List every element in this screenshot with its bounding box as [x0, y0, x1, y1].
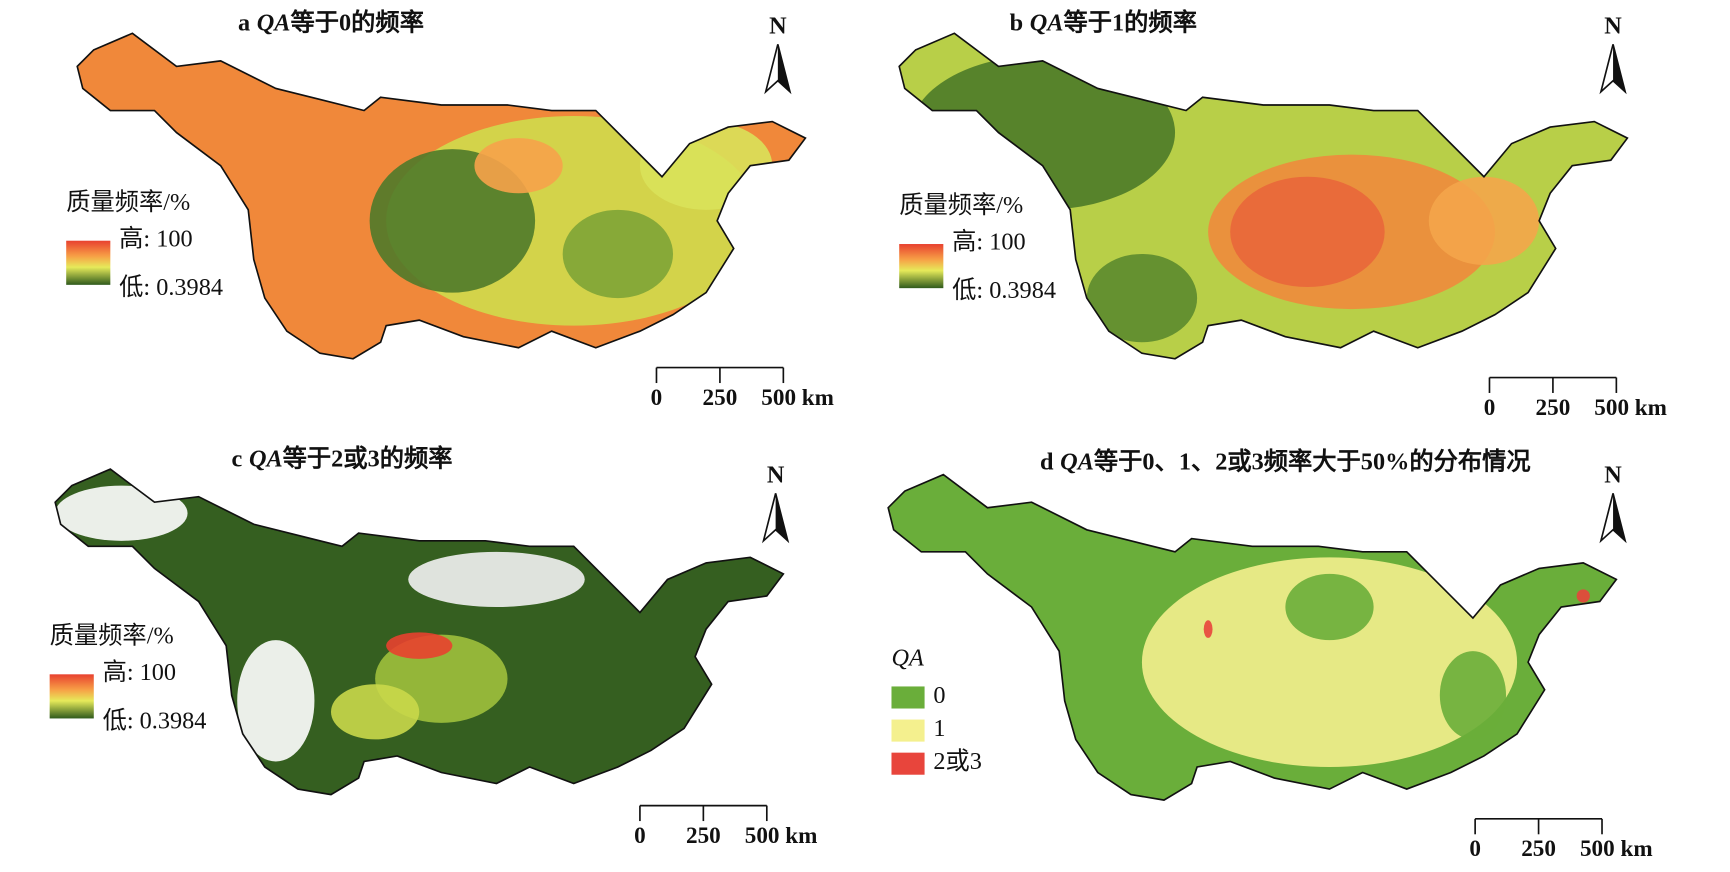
region [1576, 589, 1590, 603]
scale-label: 0 [634, 823, 646, 849]
legend-high: 高: 100 [119, 225, 192, 252]
scale-label: 250 [703, 385, 738, 411]
legend-title: 质量频率/% [50, 622, 174, 649]
map-panel [898, 32, 1629, 360]
legend-swatch [891, 719, 925, 742]
scale-label: 250 [1536, 395, 1571, 421]
title-text: 等于0、1、2或3频率大于50%的分布情况 [1094, 447, 1531, 475]
north-label: N [767, 461, 785, 488]
title-text: 等于0的频率 [291, 8, 424, 36]
panel-title: d QA等于0、1、2或3频率大于50%的分布情况 [1040, 447, 1531, 475]
north-label: N [1604, 12, 1622, 39]
region [408, 551, 585, 608]
map-panel [887, 473, 1618, 801]
legend-title: 质量频率/% [66, 189, 190, 216]
basin-pattern [910, 55, 1540, 343]
legend-low: 低: 0.3984 [103, 707, 207, 734]
scale-label: 500 km [745, 823, 818, 849]
region [1439, 651, 1507, 740]
legend-label: 0 [933, 682, 945, 709]
basin-pattern [1141, 557, 1590, 767]
region [330, 684, 420, 740]
scale-label: 500 km [1580, 836, 1653, 862]
panel-title: c QA等于2或3的频率 [232, 444, 453, 472]
region [1086, 253, 1198, 343]
legend-ramp [66, 240, 111, 285]
region [237, 640, 315, 762]
region [386, 632, 453, 659]
legend-title: QA [891, 645, 924, 672]
panel-title: b QA等于1的频率 [1010, 8, 1197, 36]
scale-label: 500 km [761, 385, 834, 411]
scale-label: 0 [1469, 836, 1481, 862]
panel-label: a [238, 9, 250, 36]
panel-title: a QA等于0的频率 [238, 8, 424, 36]
region [1230, 176, 1385, 288]
title-italic: QA [1060, 448, 1094, 475]
legend-ramp [899, 244, 944, 289]
legend-swatch [891, 752, 925, 775]
region [1203, 620, 1213, 638]
panel-label: c [232, 445, 243, 472]
north-label: N [769, 12, 787, 39]
north-arrow-half [1613, 493, 1626, 541]
scale-label: 0 [651, 385, 663, 411]
north-label: N [1604, 461, 1622, 488]
title-italic: QA [249, 445, 283, 472]
basin-outline [54, 468, 785, 796]
legend-high: 高: 100 [103, 659, 176, 686]
region [562, 209, 674, 299]
north-arrow-half [775, 493, 788, 541]
panel-label: b [1010, 9, 1024, 36]
legend-low: 低: 0.3984 [119, 274, 223, 301]
scale-label: 500 km [1594, 395, 1667, 421]
region [1285, 573, 1374, 641]
legend-high: 高: 100 [952, 229, 1025, 256]
legend-title: 质量频率/% [899, 192, 1023, 219]
scale-label: 250 [686, 823, 721, 849]
region [1428, 176, 1540, 265]
legend-swatch [891, 686, 925, 709]
north-arrow-half [1613, 44, 1626, 92]
legend-label: 1 [933, 715, 945, 742]
legend-label: 2或3 [933, 748, 982, 775]
title-italic: QA [1030, 9, 1064, 36]
legend-low: 低: 0.3984 [952, 277, 1056, 304]
map-panel [54, 468, 785, 796]
basin-outline [887, 473, 1618, 801]
region [474, 138, 563, 194]
title-text: 等于2或3的频率 [283, 444, 453, 472]
region [1141, 557, 1518, 767]
title-text: 等于1的频率 [1064, 8, 1197, 36]
north-arrow-half [777, 44, 790, 92]
title-italic: QA [257, 9, 291, 36]
basin-outline [898, 32, 1629, 360]
legend-ramp [49, 674, 94, 719]
scale-label: 250 [1521, 836, 1556, 862]
basin-outline [76, 32, 807, 360]
panel-label: d [1040, 448, 1054, 475]
scale-label: 0 [1484, 395, 1496, 421]
